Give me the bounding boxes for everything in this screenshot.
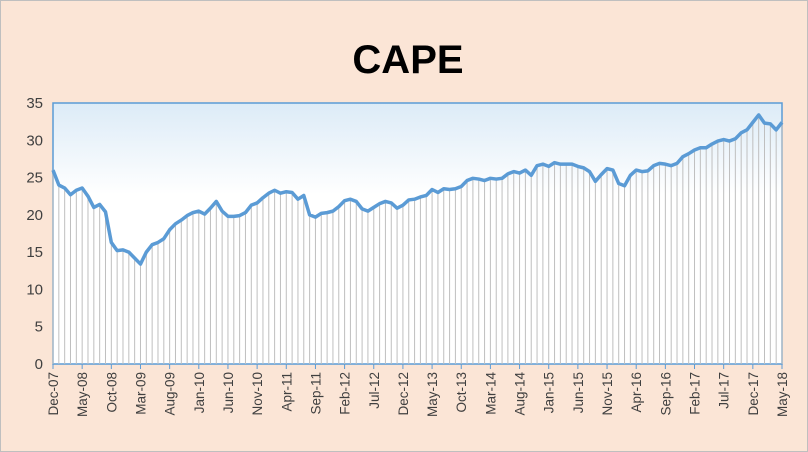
x-tick-label: Dec-07 — [46, 372, 61, 416]
x-tick-label: Jul-17 — [717, 372, 732, 409]
y-tick-label: 30 — [26, 132, 43, 149]
x-tick-label: Aug-09 — [163, 372, 178, 416]
y-tick-label: 10 — [26, 281, 43, 298]
y-tick-label: 5 — [35, 319, 43, 336]
x-tick-label: Dec-17 — [746, 372, 761, 416]
x-tick-label: Apr-11 — [279, 372, 294, 412]
x-tick-label: Feb-17 — [688, 372, 703, 415]
x-tick-label: Sep-11 — [308, 372, 323, 415]
series-line-cape — [51, 113, 784, 266]
x-tick-label: Jun-10 — [221, 372, 236, 413]
y-axis: 0 5 10 15 20 25 30 35 — [26, 95, 43, 373]
x-tick-label: Mar-14 — [483, 372, 498, 415]
x-axis: Dec-07 May-08 Oct-08 Mar-09 Aug-09 Jan-10 Jun-… — [46, 364, 790, 417]
y-tick-label: 15 — [26, 244, 43, 261]
x-tick-label: Sep-16 — [658, 372, 673, 416]
x-tick-label: Jan-15 — [542, 372, 557, 413]
x-tick-label: Nov-10 — [250, 372, 265, 416]
y-tick-label: 20 — [26, 207, 43, 224]
y-tick-label: 0 — [35, 356, 43, 373]
y-tick-label: 25 — [26, 170, 43, 187]
x-tick-label: May-18 — [775, 372, 790, 417]
x-tick-label: Jan-10 — [192, 372, 207, 413]
y-tick-label: 35 — [26, 95, 43, 112]
x-tick-label: Feb-12 — [338, 372, 353, 415]
plot-area — [52, 102, 783, 365]
x-tick-label: Oct-08 — [104, 372, 119, 413]
x-tick-label: Aug-14 — [513, 372, 528, 416]
drop-lines — [52, 114, 783, 364]
x-tick-label: May-13 — [425, 372, 440, 417]
x-tick-label: Jun-15 — [571, 372, 586, 413]
x-tick-label: Oct-13 — [454, 372, 469, 413]
chart-title: CAPE — [352, 38, 463, 82]
x-tick-label: Nov-15 — [600, 372, 615, 416]
x-tick-label: Mar-09 — [133, 372, 148, 415]
x-tick-label: May-08 — [75, 372, 90, 417]
x-tick-label: Jul-12 — [367, 372, 382, 409]
x-tick-label: Dec-12 — [396, 372, 411, 416]
x-tick-label: Apr-16 — [629, 372, 644, 413]
